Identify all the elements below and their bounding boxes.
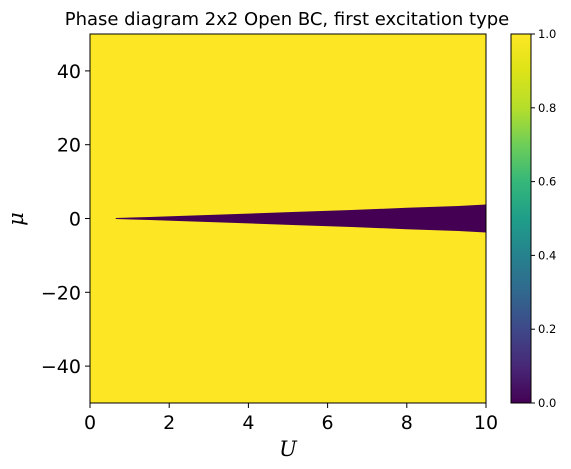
x-tick-label: 0 [84,412,96,434]
heatmap-zero-region [115,204,487,233]
x-axis-label: U [279,437,298,461]
y-tick-label: 0 [69,209,81,231]
chart-title: Phase diagram 2x2 Open BC, first excitat… [65,9,510,30]
colorbar-tick-label: 0.0 [538,396,556,410]
x-tick-label: 8 [401,412,413,434]
x-axis-ticks: 0 2 4 6 8 10 [84,403,498,434]
colorbar-tick-label: 0.6 [538,175,556,189]
x-tick-label: 2 [163,412,175,434]
x-tick-label: 6 [322,412,334,434]
y-axis-label: μ [4,212,28,226]
colorbar-gradient [510,33,532,404]
x-tick-label: 4 [242,412,254,434]
colorbar-ticks: 0.0 0.2 0.4 0.6 0.8 1.0 [531,27,556,410]
colorbar-tick-label: 0.8 [538,101,556,115]
y-axis-ticks: −40 −20 0 20 40 [41,61,90,378]
colorbar-tick-label: 1.0 [538,27,556,41]
y-tick-label: −20 [41,282,81,304]
x-tick-label: 10 [474,412,498,434]
y-tick-label: −40 [41,356,81,378]
y-tick-label: 40 [57,61,81,83]
colorbar-tick-label: 0.4 [538,248,556,262]
plot-area [89,33,487,404]
colorbar [510,33,532,404]
y-tick-label: 20 [57,135,81,157]
colorbar-tick-label: 0.2 [538,322,556,336]
